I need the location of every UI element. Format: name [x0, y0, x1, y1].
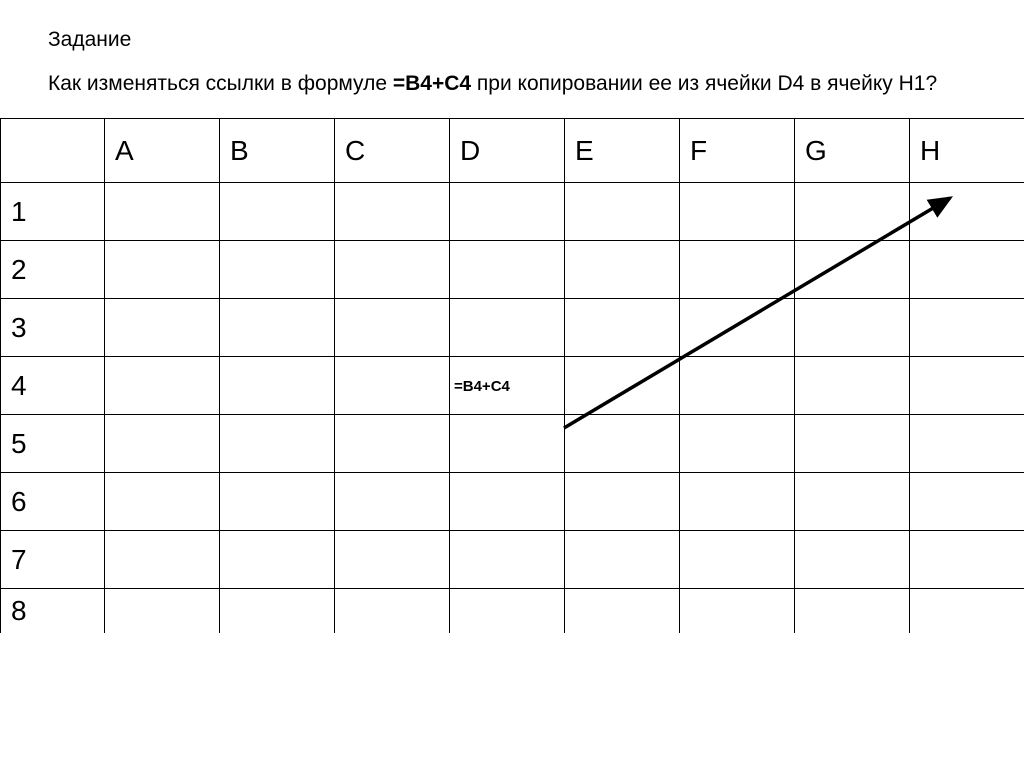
cell-B4[interactable] [220, 357, 335, 415]
cell-D1[interactable] [450, 183, 565, 241]
cell-D8[interactable] [450, 589, 565, 633]
cell-H4[interactable] [910, 357, 1024, 415]
corner-cell [1, 119, 105, 183]
cell-G6[interactable] [795, 473, 910, 531]
cell-G3[interactable] [795, 299, 910, 357]
row-7: 7 [1, 531, 1024, 589]
rowhdr-5: 5 [1, 415, 105, 473]
rowhdr-2: 2 [1, 241, 105, 299]
cell-C8[interactable] [335, 589, 450, 633]
task-title: Задание [48, 28, 976, 52]
cell-F1[interactable] [680, 183, 795, 241]
colhdr-D: D [450, 119, 565, 183]
cell-E4[interactable] [565, 357, 680, 415]
cell-C1[interactable] [335, 183, 450, 241]
cell-A8[interactable] [105, 589, 220, 633]
rowhdr-8: 8 [1, 589, 105, 633]
colhdr-A: A [105, 119, 220, 183]
cell-A6[interactable] [105, 473, 220, 531]
colhdr-C: C [335, 119, 450, 183]
cell-H8[interactable] [910, 589, 1024, 633]
cell-C2[interactable] [335, 241, 450, 299]
row-8: 8 [1, 589, 1024, 633]
cell-G5[interactable] [795, 415, 910, 473]
cell-A7[interactable] [105, 531, 220, 589]
cell-A5[interactable] [105, 415, 220, 473]
cell-D5[interactable] [450, 415, 565, 473]
row-2: 2 [1, 241, 1024, 299]
cell-A3[interactable] [105, 299, 220, 357]
colhdr-H: H [910, 119, 1024, 183]
cell-C5[interactable] [335, 415, 450, 473]
question-bold: =B4+C4 [393, 72, 471, 95]
cell-F6[interactable] [680, 473, 795, 531]
question-post: при копировании ее из ячейки D4 в ячейку… [471, 72, 937, 95]
cell-G8[interactable] [795, 589, 910, 633]
cell-B3[interactable] [220, 299, 335, 357]
colhdr-E: E [565, 119, 680, 183]
heading-block: Задание Как изменяться ссылки в формуле … [0, 0, 1024, 118]
cell-C3[interactable] [335, 299, 450, 357]
colhdr-F: F [680, 119, 795, 183]
cell-D2[interactable] [450, 241, 565, 299]
cell-D4-value: =В4+С4 [450, 376, 564, 395]
cell-E7[interactable] [565, 531, 680, 589]
colhdr-B: B [220, 119, 335, 183]
cell-G4[interactable] [795, 357, 910, 415]
cell-D3[interactable] [450, 299, 565, 357]
cell-B1[interactable] [220, 183, 335, 241]
cell-G7[interactable] [795, 531, 910, 589]
cell-E2[interactable] [565, 241, 680, 299]
colhdr-G: G [795, 119, 910, 183]
rowhdr-1: 1 [1, 183, 105, 241]
cell-C7[interactable] [335, 531, 450, 589]
cell-F8[interactable] [680, 589, 795, 633]
column-header-row: A B C D E F G H [1, 119, 1024, 183]
row-4: 4 =В4+С4 [1, 357, 1024, 415]
question-pre: Как изменяться ссылки в формуле [48, 72, 393, 95]
cell-A1[interactable] [105, 183, 220, 241]
cell-H3[interactable] [910, 299, 1024, 357]
cell-H5[interactable] [910, 415, 1024, 473]
cell-D7[interactable] [450, 531, 565, 589]
cell-G1[interactable] [795, 183, 910, 241]
cell-H7[interactable] [910, 531, 1024, 589]
cell-H2[interactable] [910, 241, 1024, 299]
cell-B5[interactable] [220, 415, 335, 473]
spreadsheet-wrap: A B C D E F G H 1 2 [0, 118, 1024, 633]
cell-C4[interactable] [335, 357, 450, 415]
cell-A2[interactable] [105, 241, 220, 299]
cell-B7[interactable] [220, 531, 335, 589]
rowhdr-4: 4 [1, 357, 105, 415]
row-3: 3 [1, 299, 1024, 357]
cell-F7[interactable] [680, 531, 795, 589]
spreadsheet-table: A B C D E F G H 1 2 [0, 118, 1024, 633]
rowhdr-3: 3 [1, 299, 105, 357]
cell-E8[interactable] [565, 589, 680, 633]
row-5: 5 [1, 415, 1024, 473]
cell-F5[interactable] [680, 415, 795, 473]
cell-B6[interactable] [220, 473, 335, 531]
row-6: 6 [1, 473, 1024, 531]
rowhdr-6: 6 [1, 473, 105, 531]
cell-D6[interactable] [450, 473, 565, 531]
cell-B8[interactable] [220, 589, 335, 633]
cell-A4[interactable] [105, 357, 220, 415]
cell-E5[interactable] [565, 415, 680, 473]
cell-F3[interactable] [680, 299, 795, 357]
cell-E6[interactable] [565, 473, 680, 531]
task-question: Как изменяться ссылки в формуле =B4+C4 п… [48, 70, 976, 98]
cell-E1[interactable] [565, 183, 680, 241]
cell-D4[interactable]: =В4+С4 [450, 357, 565, 415]
cell-B2[interactable] [220, 241, 335, 299]
cell-H1[interactable] [910, 183, 1024, 241]
cell-C6[interactable] [335, 473, 450, 531]
rowhdr-7: 7 [1, 531, 105, 589]
cell-G2[interactable] [795, 241, 910, 299]
row-1: 1 [1, 183, 1024, 241]
cell-F2[interactable] [680, 241, 795, 299]
cell-F4[interactable] [680, 357, 795, 415]
cell-E3[interactable] [565, 299, 680, 357]
cell-H6[interactable] [910, 473, 1024, 531]
